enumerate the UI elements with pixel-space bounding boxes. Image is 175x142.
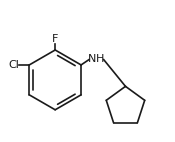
Text: Cl: Cl xyxy=(9,60,19,70)
Text: N: N xyxy=(88,54,96,64)
Text: H: H xyxy=(96,54,104,64)
Text: F: F xyxy=(52,34,58,44)
